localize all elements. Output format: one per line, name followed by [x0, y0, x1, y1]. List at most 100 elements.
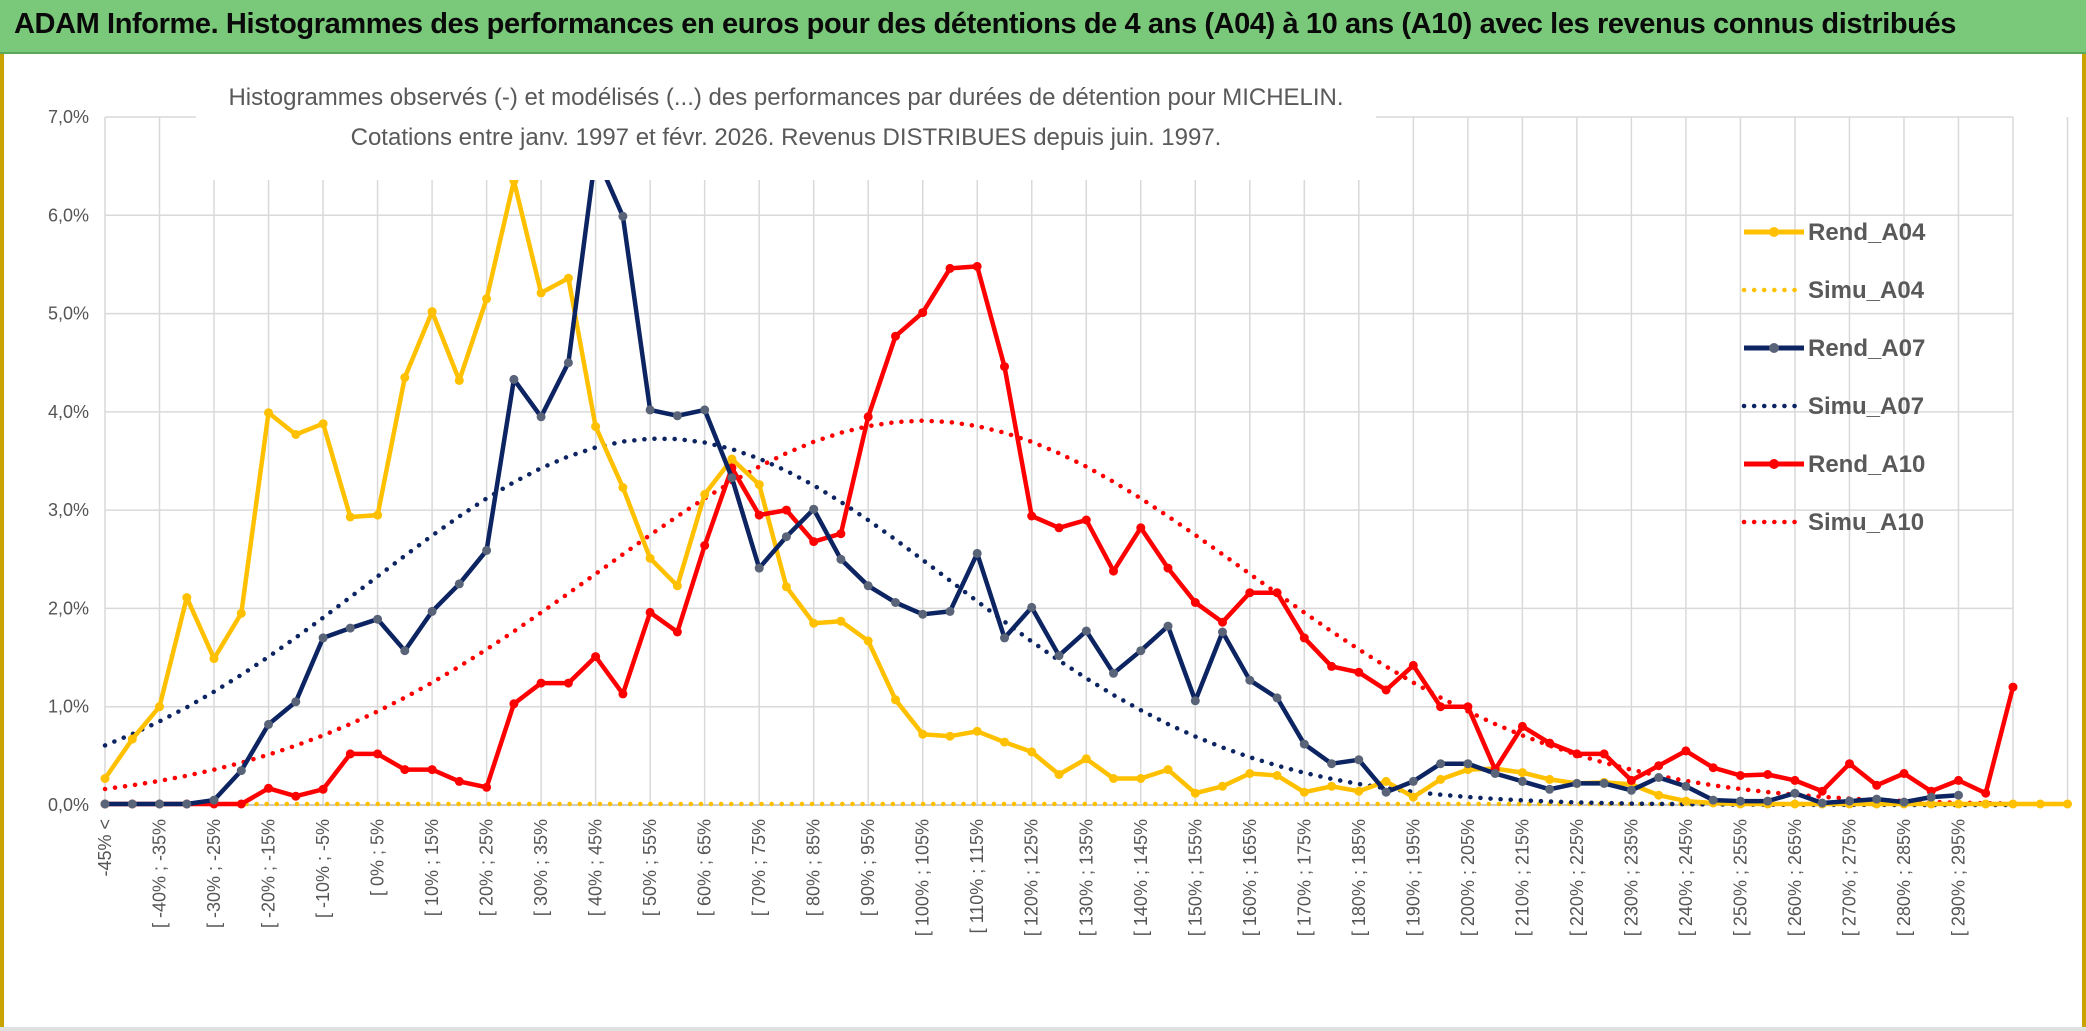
data-point [836, 616, 846, 626]
data-point [945, 731, 955, 741]
data-point [972, 726, 982, 736]
data-point [1735, 796, 1745, 806]
data-point [645, 607, 655, 617]
x-tick-label: [ 60% ; 65% [695, 819, 715, 916]
data-point [1081, 754, 1091, 764]
data-point [1954, 799, 1963, 809]
legend: Rend_A04 Simu_A04 Rend_A07 Simu_A07 Rend_A10… [1741, 219, 1926, 536]
data-point [1517, 721, 1527, 731]
data-point [536, 288, 546, 298]
x-tick-label: [ 40% ; 45% [586, 819, 606, 916]
series-line [102, 436, 2016, 808]
x-tick-label: [ 270% ; 275% [1839, 819, 1859, 936]
data-point [1654, 761, 1664, 771]
chart-subtitle: Cotations entre janv. 1997 et févr. 2026… [351, 124, 1222, 151]
x-tick-label: [ 130% ; 135% [1076, 819, 1096, 936]
data-point [781, 505, 791, 515]
x-axis-ticks: -45% < [ -40% ; -35% [ -30% ; -25% [ -20% ;… [95, 819, 1968, 936]
data-point [1272, 693, 1282, 703]
data-point [918, 729, 928, 739]
chart-title: Histogrammes observés (-) et modélisés (… [228, 84, 1343, 111]
data-point [700, 489, 710, 499]
x-tick-label: [ 20% ; 25% [477, 819, 497, 916]
data-point [1817, 786, 1827, 796]
data-point [318, 419, 328, 429]
data-point [672, 581, 682, 591]
y-tick-label: 4,0% [48, 402, 89, 422]
data-point [291, 791, 301, 801]
y-tick-label: 2,0% [48, 598, 89, 618]
data-point [1545, 774, 1555, 784]
data-point [1327, 661, 1337, 671]
data-point [1163, 621, 1173, 631]
data-point [1245, 675, 1255, 685]
data-point [781, 582, 791, 592]
data-point [563, 358, 573, 368]
data-point [1735, 771, 1745, 780]
data-point [1517, 776, 1527, 786]
data-point [291, 430, 301, 439]
data-point [1109, 668, 1118, 678]
data-point [536, 678, 546, 688]
x-tick-label: [ 90% ; 95% [858, 819, 878, 916]
data-point [127, 734, 137, 744]
performance-histogram-chart: 0,0% 1,0% 2,0% 3,0% 4,0% 5,0% 6,0% 7,0% -45% < [… [48, 74, 2072, 936]
data-point [1545, 784, 1555, 794]
x-tick-label: [ 150% ; 155% [1185, 819, 1205, 936]
data-point [345, 623, 355, 633]
data-point [891, 331, 900, 341]
series-lines [100, 149, 2072, 809]
legend-marker [1769, 227, 1779, 237]
x-tick-label: [ 160% ; 165% [1240, 819, 1260, 936]
y-tick-label: 7,0% [48, 107, 89, 127]
data-point [182, 593, 192, 603]
data-point [1354, 786, 1364, 796]
title-banner: ADAM Informe. Histogrammes des performan… [0, 0, 2086, 54]
data-point [618, 689, 628, 699]
data-point [1354, 667, 1364, 677]
data-point [863, 581, 873, 591]
data-point [482, 545, 492, 555]
data-point [1463, 759, 1473, 769]
data-point [373, 614, 383, 624]
data-point [427, 765, 437, 775]
data-point [1626, 785, 1636, 795]
data-point [918, 308, 928, 318]
data-point [1681, 781, 1691, 791]
x-tick-label: [ -40% ; -35% [150, 819, 170, 928]
data-point [1654, 773, 1664, 782]
data-point [155, 702, 164, 712]
data-point [1272, 771, 1282, 780]
title-background [196, 74, 1376, 180]
data-point [1599, 778, 1609, 788]
data-point [1109, 566, 1118, 576]
data-point [1381, 776, 1391, 786]
data-point [1954, 775, 1963, 785]
data-point [1817, 798, 1827, 808]
data-point [836, 529, 846, 539]
x-tick-label: [ 180% ; 185% [1349, 819, 1369, 936]
data-point [1190, 696, 1200, 706]
data-point [618, 483, 628, 492]
data-point [1408, 660, 1418, 670]
data-point [1163, 563, 1173, 573]
data-point [536, 412, 546, 422]
legend-item-simu-a10: Simu_A10 [1741, 509, 1924, 536]
data-point [1681, 796, 1691, 806]
legend-marker [1769, 343, 1779, 353]
data-point [209, 654, 219, 664]
data-point [1490, 769, 1500, 778]
legend-item-simu-a07: Simu_A07 [1741, 393, 1924, 420]
data-point [1299, 633, 1309, 643]
legend-item-simu-a04: Simu_A04 [1741, 277, 1925, 304]
data-point [509, 374, 519, 384]
y-tick-label: 0,0% [48, 795, 89, 815]
data-point [700, 405, 710, 415]
data-point [155, 799, 164, 809]
legend-item-rend-a04: Rend_A04 [1744, 219, 1926, 246]
x-tick-label: [ 10% ; 15% [422, 819, 442, 916]
data-point [427, 307, 437, 317]
data-point [373, 510, 383, 520]
data-point [1299, 787, 1309, 797]
data-point [400, 765, 410, 775]
